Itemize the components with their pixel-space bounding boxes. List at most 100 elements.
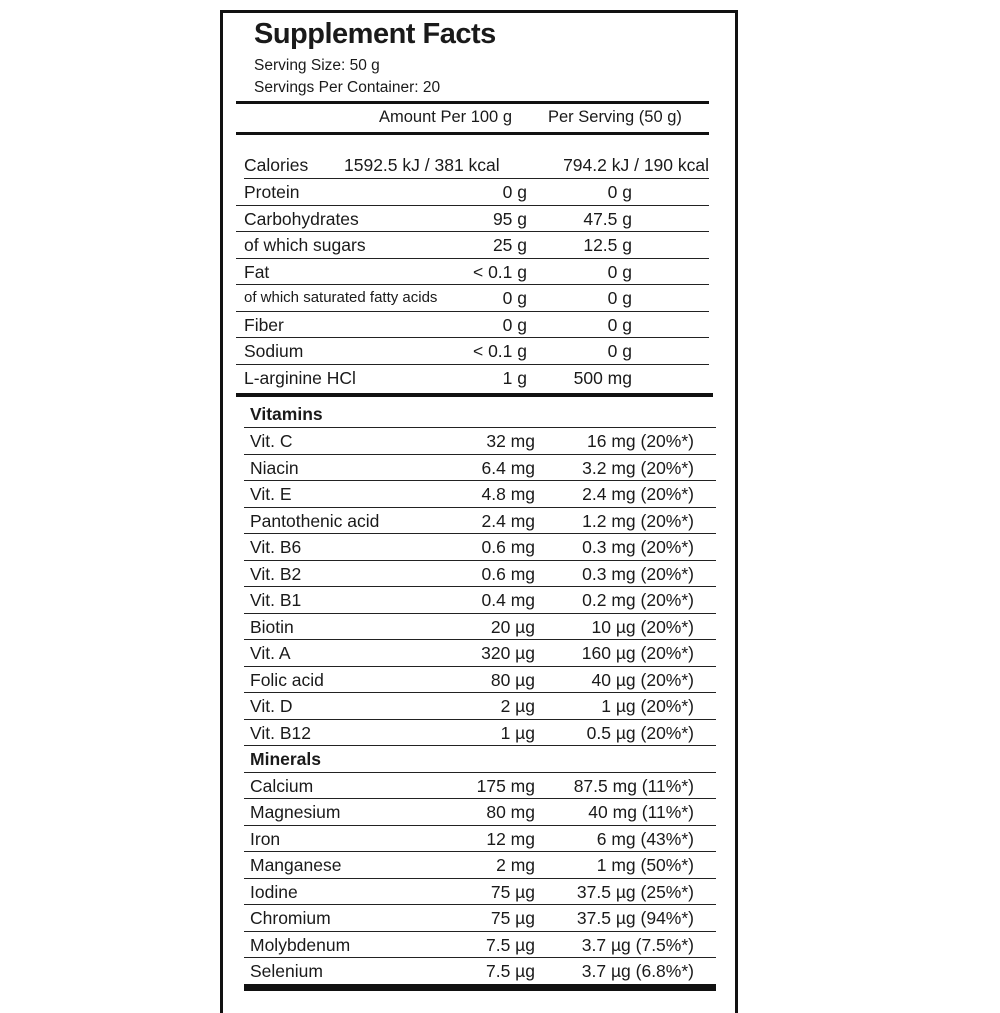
- vitamin-row: Niacin 6.4 mg 3.2 mg (20%*): [244, 455, 716, 481]
- row-value-per-serving: 1 µg (20%*): [601, 696, 694, 716]
- divider: [236, 393, 713, 397]
- row-value-per-100g: 320 µg: [481, 643, 535, 663]
- row-value-per-100g: 1592.5 kJ / 381 kcal: [344, 155, 500, 175]
- servings-per-container: Servings Per Container: 20: [254, 79, 441, 96]
- row-value-per-100g: 0 g: [502, 182, 527, 202]
- row-label: Vit. B12: [250, 722, 311, 743]
- row-label: Vit. E: [250, 484, 292, 504]
- row-value-per-serving: 0.5 µg (20%*): [586, 722, 694, 743]
- row-value-per-100g: < 0.1 g: [472, 341, 527, 361]
- row-label: of which saturated fatty acids: [244, 289, 438, 306]
- nutrient-row: Protein 0 g 0 g: [236, 179, 709, 206]
- row-value-per-serving: 37.5 µg (94%*): [576, 908, 694, 928]
- row-value-per-serving: 1 mg (50%*): [596, 855, 694, 875]
- row-value-per-serving: 2.4 mg (20%*): [582, 484, 694, 504]
- row-label: Vit. C: [250, 431, 293, 451]
- serving-size: Serving Size: 50 g: [254, 57, 380, 74]
- vitamin-row: Vit. B1 0.4 mg 0.2 mg (20%*): [244, 587, 716, 614]
- row-value-per-100g: 0.6 mg: [481, 537, 536, 557]
- row-value-per-100g: 2 µg: [500, 696, 535, 716]
- row-value-per-100g: 12 mg: [486, 828, 535, 849]
- row-value-per-serving: 0.2 mg (20%*): [582, 590, 694, 610]
- row-value-per-serving: 47.5 g: [583, 208, 632, 229]
- label-border: [220, 10, 738, 1013]
- row-value-per-serving: 40 µg (20%*): [591, 669, 695, 690]
- row-value-per-serving: 37.5 µg (25%*): [576, 881, 694, 902]
- row-value-per-serving: 12.5 g: [583, 235, 632, 255]
- label-title: Supplement Facts: [254, 18, 496, 50]
- vitamin-row: Biotin 20 µg 10 µg (20%*): [244, 614, 716, 640]
- row-value-per-serving: 0 g: [607, 288, 632, 308]
- vitamin-row: Vit. B12 1 µg 0.5 µg (20%*): [244, 720, 716, 746]
- row-label: L-arginine HCl: [244, 367, 356, 388]
- row-label: Selenium: [250, 961, 323, 981]
- row-value-per-100g: 80 µg: [490, 669, 535, 690]
- row-label: Sodium: [244, 341, 304, 361]
- row-value-per-100g: 95 g: [492, 208, 527, 229]
- row-label: Fiber: [244, 314, 284, 335]
- row-value-per-100g: 0 g: [502, 314, 527, 335]
- nutrient-row: Fat < 0.1 g 0 g: [236, 259, 709, 285]
- row-label: Protein: [244, 182, 300, 202]
- vitamin-row: Vit. B2 0.6 mg 0.3 mg (20%*): [244, 561, 716, 587]
- row-value-per-serving: 0 g: [607, 341, 632, 361]
- row-value-per-serving: 0.3 mg (20%*): [582, 563, 694, 584]
- row-value-per-serving: 3.7 µg (7.5%*): [581, 934, 694, 955]
- row-label: Molybdenum: [250, 934, 351, 955]
- row-value-per-serving: 3.7 µg (6.8%*): [581, 961, 694, 981]
- row-label: Folic acid: [250, 669, 324, 690]
- row-label: Fat: [244, 261, 270, 282]
- row-value-per-100g: 25 g: [492, 235, 527, 255]
- minerals-heading: Minerals: [244, 746, 716, 773]
- row-value-per-serving: 794.2 kJ / 190 kcal: [563, 155, 709, 175]
- row-label: Vit. B6: [250, 537, 302, 557]
- row-value-per-serving: 160 µg (20%*): [581, 643, 694, 663]
- row-value-per-serving: 6 mg (43%*): [596, 828, 694, 849]
- row-value-per-100g: 0.4 mg: [481, 590, 536, 610]
- vitamin-row: Folic acid 80 µg 40 µg (20%*): [244, 667, 716, 693]
- row-value-per-100g: 175 mg: [476, 775, 535, 796]
- row-label: Vit. B1: [250, 590, 302, 610]
- row-value-per-100g: 0.6 mg: [481, 563, 536, 584]
- vitamin-row: Vit. D 2 µg 1 µg (20%*): [244, 693, 716, 720]
- row-value-per-100g: 6.4 mg: [481, 457, 536, 478]
- row-value-per-100g: 2 mg: [496, 855, 535, 875]
- row-value-per-100g: 1 µg: [500, 722, 535, 743]
- row-value-per-100g: 32 mg: [486, 431, 535, 451]
- row-label: Carbohydrates: [244, 208, 359, 229]
- mineral-row: Magnesium 80 mg 40 mg (11%*): [244, 799, 716, 826]
- mineral-row: Iron 12 mg 6 mg (43%*): [244, 826, 716, 852]
- row-value-per-serving: 500 mg: [573, 367, 632, 388]
- row-label: Manganese: [250, 855, 342, 875]
- row-label: Vit. A: [250, 643, 291, 663]
- section-heading: Minerals: [250, 749, 321, 769]
- row-label: Calories: [244, 155, 309, 175]
- row-label: Iodine: [250, 881, 298, 902]
- calories-row: Calories 1592.5 kJ / 381 kcal 794.2 kJ /…: [244, 152, 709, 179]
- row-value-per-100g: 80 mg: [486, 802, 535, 822]
- mineral-row: Manganese 2 mg 1 mg (50%*): [244, 852, 716, 879]
- row-label: Vit. B2: [250, 563, 302, 584]
- row-value-per-serving: 10 µg (20%*): [591, 616, 695, 637]
- row-value-per-serving: 0 g: [607, 182, 632, 202]
- row-value-per-100g: 2.4 mg: [481, 510, 536, 531]
- nutrient-row: Sodium < 0.1 g 0 g: [236, 338, 709, 365]
- row-label: Biotin: [250, 616, 294, 637]
- row-label: Vit. D: [250, 696, 293, 716]
- row-value-per-serving: 87.5 mg (11%*): [573, 775, 694, 796]
- nutrient-row: of which saturated fatty acids 0 g 0 g: [236, 285, 709, 312]
- row-value-per-serving: 3.2 mg (20%*): [582, 457, 694, 478]
- divider: [244, 984, 716, 991]
- row-value-per-serving: 16 mg (20%*): [587, 431, 694, 451]
- vitamin-row: Vit. B6 0.6 mg 0.3 mg (20%*): [244, 534, 716, 561]
- row-value-per-100g: 4.8 mg: [481, 484, 536, 504]
- row-value-per-100g: 20 µg: [490, 616, 535, 637]
- row-value-per-serving: 0 g: [607, 261, 632, 282]
- vitamins-heading: Vitamins: [244, 401, 716, 428]
- row-label: Iron: [250, 828, 281, 849]
- divider: [236, 132, 709, 135]
- column-header-per-100g: Amount Per 100 g: [379, 108, 512, 126]
- row-value-per-100g: 7.5 µg: [485, 961, 535, 981]
- row-value-per-serving: 0.3 mg (20%*): [582, 537, 694, 557]
- column-header-per-serving: Per Serving (50 g): [548, 108, 682, 126]
